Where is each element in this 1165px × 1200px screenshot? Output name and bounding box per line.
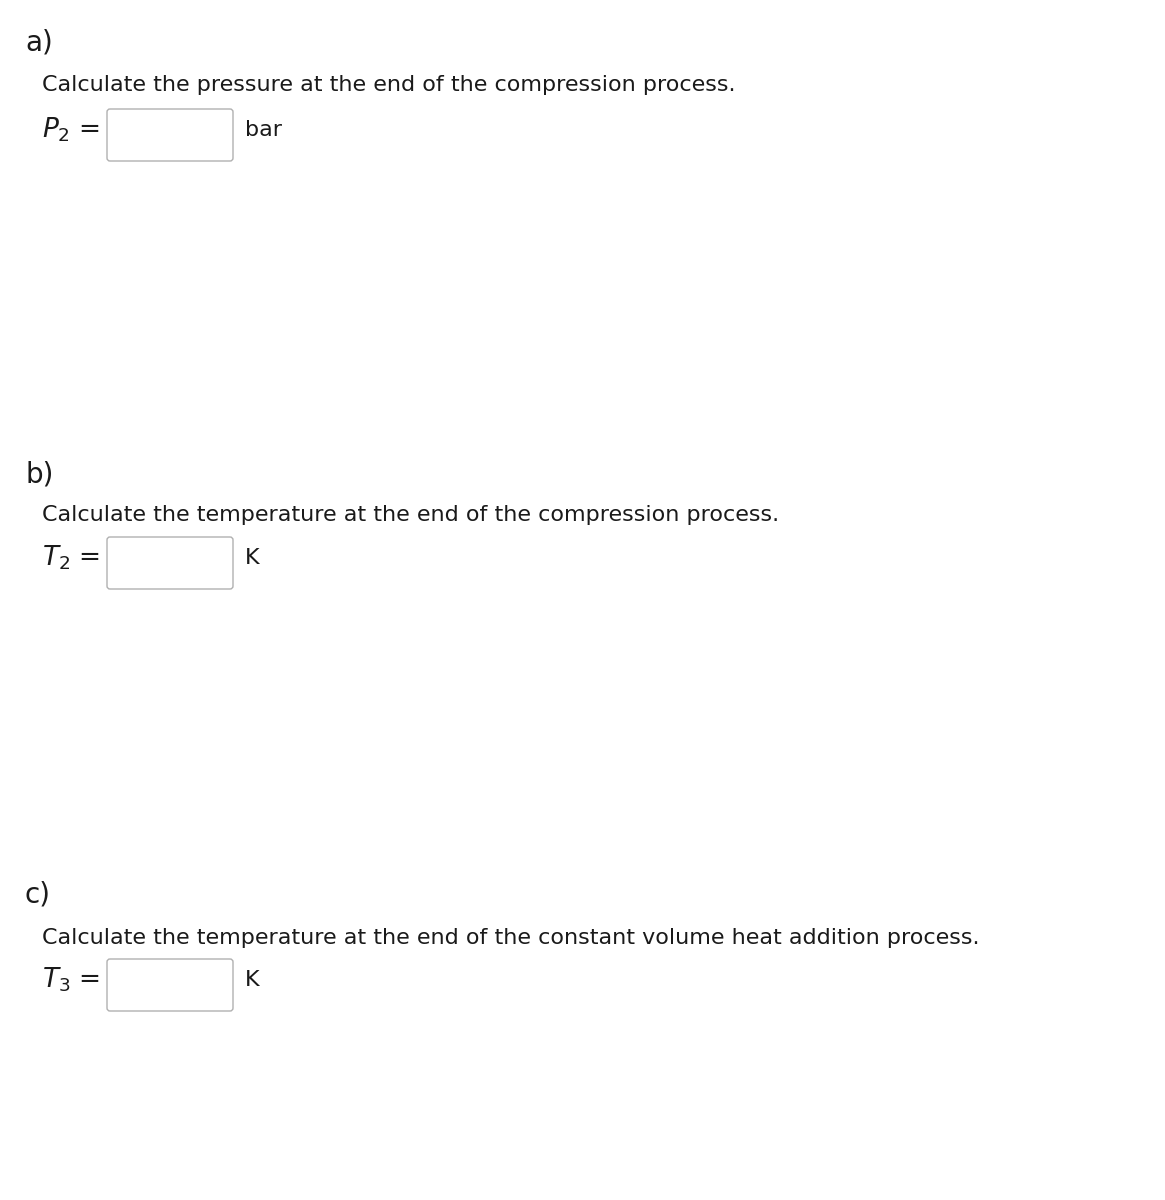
Text: $T_3$ =: $T_3$ = xyxy=(42,966,100,995)
FancyBboxPatch shape xyxy=(107,959,233,1010)
Text: K: K xyxy=(245,970,260,990)
Text: c): c) xyxy=(24,880,51,908)
Text: Calculate the pressure at the end of the compression process.: Calculate the pressure at the end of the… xyxy=(42,74,735,95)
Text: Calculate the temperature at the end of the constant volume heat addition proces: Calculate the temperature at the end of … xyxy=(42,928,980,948)
Text: K: K xyxy=(245,548,260,568)
Text: $T_2$ =: $T_2$ = xyxy=(42,544,100,572)
FancyBboxPatch shape xyxy=(107,538,233,589)
Text: bar: bar xyxy=(245,120,282,140)
Text: a): a) xyxy=(24,28,52,56)
Text: $P_2$ =: $P_2$ = xyxy=(42,115,100,144)
FancyBboxPatch shape xyxy=(107,109,233,161)
Text: Calculate the temperature at the end of the compression process.: Calculate the temperature at the end of … xyxy=(42,505,779,526)
Text: b): b) xyxy=(24,460,54,488)
